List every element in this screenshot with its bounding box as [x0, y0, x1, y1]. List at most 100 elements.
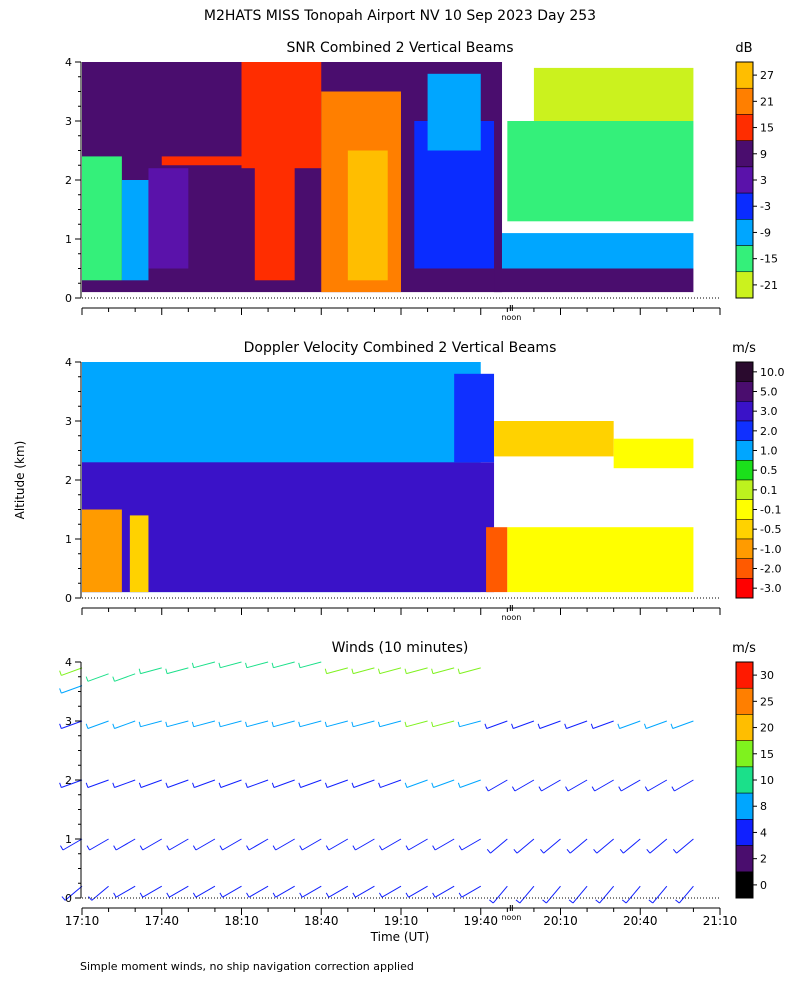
wind-barb-feather — [351, 721, 354, 727]
colorbar-label: 0.1 — [760, 484, 778, 497]
wind-barb — [678, 885, 694, 904]
colorbar-swatch — [735, 538, 754, 559]
wind-barb-feather — [351, 782, 355, 788]
wind-barb-feather — [489, 899, 494, 904]
doppler-panel: Doppler Velocity Combined 2 Vertical Bea… — [65, 340, 785, 622]
wind-barb — [432, 720, 455, 728]
wind-barb — [301, 885, 322, 898]
wind-barb-feather — [511, 786, 516, 792]
wind-barb — [222, 885, 242, 898]
colorbar-label: -3 — [760, 200, 771, 213]
wind-barb-feather — [272, 892, 277, 898]
wind-barb-feather — [192, 892, 197, 898]
colorbar-swatch — [735, 871, 754, 899]
winds-plot-area — [59, 661, 720, 904]
colorbar-swatch — [735, 578, 754, 599]
wind-barb-feather — [219, 892, 223, 898]
wind-barb-feather — [404, 782, 408, 788]
wind-barb — [619, 720, 641, 729]
heatmap-cell-13 — [507, 121, 694, 222]
wind-barb — [434, 838, 455, 851]
colorbar-swatch — [735, 687, 754, 715]
wind-barb-feather — [246, 892, 250, 898]
wind-barb-feather — [112, 723, 115, 729]
colorbar-swatch — [735, 740, 754, 768]
wind-barb — [140, 720, 162, 728]
wind-barb — [459, 720, 481, 728]
wind-barb — [432, 667, 455, 675]
wind-barb — [545, 885, 561, 904]
heatmap-cell-8 — [347, 150, 388, 281]
wind-barb — [87, 779, 109, 788]
colorbar-label: 2.0 — [760, 425, 778, 438]
wind-barb — [625, 885, 641, 904]
colorbar-swatch — [735, 714, 754, 741]
colorbar-swatch — [735, 792, 754, 820]
wind-barb-feather — [618, 786, 622, 792]
wind-barb — [569, 838, 588, 854]
wind-barb-feather — [191, 662, 195, 668]
y-tick-label: 4 — [65, 356, 72, 369]
winds-panel-title: Winds (10 minutes) — [332, 640, 469, 656]
wind-barb — [519, 885, 535, 904]
wind-barb — [592, 720, 614, 729]
wind-barb-feather — [59, 782, 62, 788]
page-title: M2HATS MISS Tonopah Airport NV 10 Sep 20… — [204, 8, 596, 24]
wind-barb — [115, 885, 136, 898]
wind-barb — [459, 667, 481, 675]
wind-barb — [380, 779, 402, 788]
colorbar-label: -21 — [760, 279, 778, 292]
snr-colorbar: 27 21 15 9 3 -3 -9 -15 -21 — [735, 61, 778, 299]
wind-barb-feather — [298, 721, 301, 727]
wind-barb — [514, 779, 535, 792]
wind-barb — [140, 779, 162, 788]
winds-panel: Winds (10 minutes) 0 1 2 3 4 noon 17:10 17:40 1… — [59, 640, 774, 928]
heatmap-cell-5 — [241, 62, 322, 169]
wind-barb — [222, 838, 242, 851]
wind-barb — [273, 661, 295, 669]
wind-barb-feather — [537, 723, 541, 729]
y-tick-label: 2 — [65, 774, 72, 787]
wind-barb — [543, 838, 561, 854]
colorbar-swatch — [735, 819, 754, 846]
wind-barb — [167, 779, 189, 788]
wind-barb-feather — [513, 848, 518, 854]
wind-barb-feather — [138, 782, 142, 788]
wind-barb-feather — [431, 782, 434, 788]
colorbar-label: -3.0 — [760, 582, 781, 595]
wind-barb-feather — [591, 786, 596, 792]
x-tick-label: 18:40 — [304, 914, 339, 928]
wind-barb — [486, 720, 508, 729]
wind-barb-feather — [405, 892, 409, 898]
wind-barb — [87, 720, 109, 729]
wind-barb — [459, 779, 481, 788]
wind-barb — [355, 838, 375, 851]
wind-barb-feather — [218, 782, 222, 788]
wind-barb-feather — [431, 668, 434, 674]
wind-barb-feather — [59, 670, 62, 676]
wind-barb-feather — [299, 845, 303, 851]
wind-barb — [169, 838, 189, 851]
wind-barb — [195, 885, 216, 898]
y-tick-label: 3 — [65, 415, 72, 428]
wind-barb-feather — [672, 848, 677, 854]
wind-barb — [248, 838, 269, 851]
wind-barb-feather — [644, 786, 649, 792]
wind-barb-feather — [377, 721, 381, 727]
wind-barb-feather — [431, 721, 434, 727]
snr-plot-area — [82, 62, 720, 299]
y-tick-label: 2 — [65, 174, 72, 187]
wind-barb-feather — [515, 899, 521, 904]
colorbar-swatch — [735, 219, 754, 246]
colorbar-label: 3.0 — [760, 405, 778, 418]
colorbar-swatch — [735, 558, 754, 579]
colorbar-swatch — [735, 519, 754, 540]
wind-barb-feather — [351, 668, 354, 674]
colorbar-label: 15 — [760, 122, 774, 135]
wind-barb — [566, 720, 588, 729]
wind-barb — [115, 838, 136, 851]
heatmap-cell-8 — [613, 438, 694, 469]
heatmap-cell-12 — [502, 233, 694, 269]
colorbar-swatch — [735, 271, 754, 299]
